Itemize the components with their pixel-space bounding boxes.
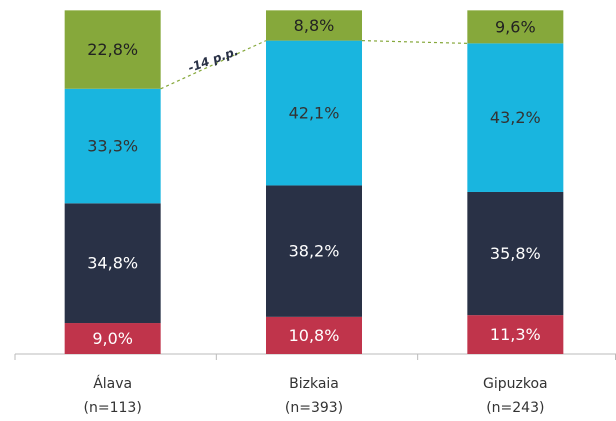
- data-label: 10,8%: [289, 326, 340, 345]
- x-tick-label: Álava: [93, 375, 132, 392]
- data-label: 8,8%: [294, 16, 335, 35]
- data-label: 35,8%: [490, 244, 541, 263]
- data-label: 22,8%: [87, 40, 138, 59]
- x-tick-note: (n=243): [486, 400, 544, 416]
- data-label: 9,6%: [495, 17, 536, 36]
- bar-segment: [266, 185, 362, 317]
- x-tick-note: (n=393): [285, 400, 343, 416]
- bar-segment: [467, 43, 564, 192]
- bar-segment: [467, 10, 564, 44]
- bar-segment: [467, 191, 564, 316]
- annotation: -14 p.p.: [186, 44, 240, 75]
- bar-segment: [266, 40, 362, 186]
- data-label: 42,1%: [289, 104, 340, 123]
- data-label: 9,0%: [92, 329, 133, 348]
- bar-segment: [64, 203, 161, 324]
- bar-segment: [64, 88, 161, 204]
- bar-segment: [64, 323, 161, 354]
- data-label: 33,3%: [87, 137, 138, 156]
- bar-segment: [64, 10, 161, 89]
- x-tick-note: (n=113): [84, 400, 142, 416]
- connector: [361, 40, 468, 44]
- x-tick-label: Gipuzkoa: [483, 376, 548, 392]
- bar-segment: [266, 10, 362, 41]
- x-tick-label: Bizkaia: [289, 376, 339, 392]
- connector: [160, 40, 267, 90]
- data-label: 34,8%: [87, 254, 138, 273]
- data-label: 43,2%: [490, 108, 541, 127]
- bar-segment: [467, 315, 564, 354]
- bar-segment: [266, 316, 362, 354]
- data-label: 38,2%: [289, 242, 340, 261]
- data-label: 11,3%: [490, 325, 541, 344]
